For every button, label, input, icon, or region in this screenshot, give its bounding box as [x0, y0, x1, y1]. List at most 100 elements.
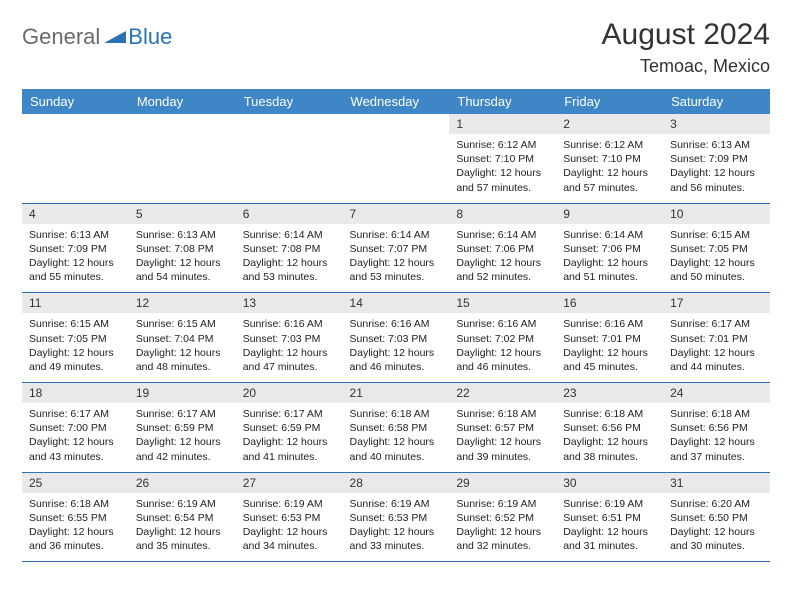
calendar-cell: 22Sunrise: 6:18 AMSunset: 6:57 PMDayligh… — [449, 383, 556, 473]
day-body: Sunrise: 6:14 AMSunset: 7:07 PMDaylight:… — [343, 224, 450, 293]
calendar-week: 4Sunrise: 6:13 AMSunset: 7:09 PMDaylight… — [22, 203, 770, 293]
day-number: 29 — [449, 473, 556, 493]
calendar-cell — [343, 114, 450, 203]
calendar-cell: 15Sunrise: 6:16 AMSunset: 7:02 PMDayligh… — [449, 293, 556, 383]
day-number: 15 — [449, 293, 556, 313]
day-number: 26 — [129, 473, 236, 493]
day-number: 2 — [556, 114, 663, 134]
day-number: 24 — [663, 383, 770, 403]
day-body: Sunrise: 6:16 AMSunset: 7:01 PMDaylight:… — [556, 313, 663, 382]
day-body: Sunrise: 6:18 AMSunset: 6:58 PMDaylight:… — [343, 403, 450, 472]
day-number: 11 — [22, 293, 129, 313]
day-body: Sunrise: 6:13 AMSunset: 7:08 PMDaylight:… — [129, 224, 236, 293]
calendar-cell: 28Sunrise: 6:19 AMSunset: 6:53 PMDayligh… — [343, 472, 450, 562]
day-number: 10 — [663, 204, 770, 224]
day-number: 12 — [129, 293, 236, 313]
day-header: Wednesday — [343, 89, 450, 114]
calendar-cell: 27Sunrise: 6:19 AMSunset: 6:53 PMDayligh… — [236, 472, 343, 562]
calendar-cell: 3Sunrise: 6:13 AMSunset: 7:09 PMDaylight… — [663, 114, 770, 203]
day-header: Thursday — [449, 89, 556, 114]
day-body: Sunrise: 6:19 AMSunset: 6:54 PMDaylight:… — [129, 493, 236, 562]
day-body: Sunrise: 6:12 AMSunset: 7:10 PMDaylight:… — [449, 134, 556, 203]
day-header: Monday — [129, 89, 236, 114]
day-number: 13 — [236, 293, 343, 313]
calendar-week: 1Sunrise: 6:12 AMSunset: 7:10 PMDaylight… — [22, 114, 770, 203]
day-body: Sunrise: 6:20 AMSunset: 6:50 PMDaylight:… — [663, 493, 770, 562]
day-number: 21 — [343, 383, 450, 403]
calendar-cell: 31Sunrise: 6:20 AMSunset: 6:50 PMDayligh… — [663, 472, 770, 562]
day-number: 3 — [663, 114, 770, 134]
day-body: Sunrise: 6:12 AMSunset: 7:10 PMDaylight:… — [556, 134, 663, 203]
calendar-cell: 30Sunrise: 6:19 AMSunset: 6:51 PMDayligh… — [556, 472, 663, 562]
calendar-body: 1Sunrise: 6:12 AMSunset: 7:10 PMDaylight… — [22, 114, 770, 562]
calendar-cell: 24Sunrise: 6:18 AMSunset: 6:56 PMDayligh… — [663, 383, 770, 473]
day-body: Sunrise: 6:15 AMSunset: 7:05 PMDaylight:… — [22, 313, 129, 382]
day-body: Sunrise: 6:13 AMSunset: 7:09 PMDaylight:… — [663, 134, 770, 203]
calendar-cell: 1Sunrise: 6:12 AMSunset: 7:10 PMDaylight… — [449, 114, 556, 203]
day-number: 28 — [343, 473, 450, 493]
calendar-cell: 21Sunrise: 6:18 AMSunset: 6:58 PMDayligh… — [343, 383, 450, 473]
calendar-cell: 19Sunrise: 6:17 AMSunset: 6:59 PMDayligh… — [129, 383, 236, 473]
calendar-cell: 17Sunrise: 6:17 AMSunset: 7:01 PMDayligh… — [663, 293, 770, 383]
day-body: Sunrise: 6:16 AMSunset: 7:03 PMDaylight:… — [343, 313, 450, 382]
day-number: 1 — [449, 114, 556, 134]
calendar-cell: 2Sunrise: 6:12 AMSunset: 7:10 PMDaylight… — [556, 114, 663, 203]
calendar-cell: 25Sunrise: 6:18 AMSunset: 6:55 PMDayligh… — [22, 472, 129, 562]
day-header: Saturday — [663, 89, 770, 114]
day-number: 14 — [343, 293, 450, 313]
calendar-week: 25Sunrise: 6:18 AMSunset: 6:55 PMDayligh… — [22, 472, 770, 562]
logo-text-blue: Blue — [128, 24, 172, 50]
day-number: 22 — [449, 383, 556, 403]
day-body: Sunrise: 6:19 AMSunset: 6:53 PMDaylight:… — [236, 493, 343, 562]
day-body: Sunrise: 6:13 AMSunset: 7:09 PMDaylight:… — [22, 224, 129, 293]
day-body: Sunrise: 6:17 AMSunset: 6:59 PMDaylight:… — [236, 403, 343, 472]
calendar-cell: 10Sunrise: 6:15 AMSunset: 7:05 PMDayligh… — [663, 203, 770, 293]
calendar-cell: 4Sunrise: 6:13 AMSunset: 7:09 PMDaylight… — [22, 203, 129, 293]
day-body: Sunrise: 6:14 AMSunset: 7:06 PMDaylight:… — [449, 224, 556, 293]
calendar-cell: 6Sunrise: 6:14 AMSunset: 7:08 PMDaylight… — [236, 203, 343, 293]
day-body: Sunrise: 6:18 AMSunset: 6:56 PMDaylight:… — [663, 403, 770, 472]
day-number: 6 — [236, 204, 343, 224]
day-number: 19 — [129, 383, 236, 403]
logo-text-general: General — [22, 24, 100, 50]
day-body: Sunrise: 6:19 AMSunset: 6:52 PMDaylight:… — [449, 493, 556, 562]
calendar-cell — [22, 114, 129, 203]
calendar-cell: 7Sunrise: 6:14 AMSunset: 7:07 PMDaylight… — [343, 203, 450, 293]
day-body: Sunrise: 6:19 AMSunset: 6:53 PMDaylight:… — [343, 493, 450, 562]
logo: General Blue — [22, 24, 172, 50]
logo-triangle-icon — [104, 27, 126, 48]
calendar-cell: 11Sunrise: 6:15 AMSunset: 7:05 PMDayligh… — [22, 293, 129, 383]
day-number: 23 — [556, 383, 663, 403]
day-body: Sunrise: 6:18 AMSunset: 6:56 PMDaylight:… — [556, 403, 663, 472]
day-body: Sunrise: 6:18 AMSunset: 6:55 PMDaylight:… — [22, 493, 129, 562]
day-header: Sunday — [22, 89, 129, 114]
calendar-cell: 18Sunrise: 6:17 AMSunset: 7:00 PMDayligh… — [22, 383, 129, 473]
day-body: Sunrise: 6:17 AMSunset: 6:59 PMDaylight:… — [129, 403, 236, 472]
day-body: Sunrise: 6:15 AMSunset: 7:04 PMDaylight:… — [129, 313, 236, 382]
day-body: Sunrise: 6:15 AMSunset: 7:05 PMDaylight:… — [663, 224, 770, 293]
day-number: 27 — [236, 473, 343, 493]
calendar-cell: 29Sunrise: 6:19 AMSunset: 6:52 PMDayligh… — [449, 472, 556, 562]
day-number: 31 — [663, 473, 770, 493]
day-body: Sunrise: 6:16 AMSunset: 7:03 PMDaylight:… — [236, 313, 343, 382]
day-body: Sunrise: 6:19 AMSunset: 6:51 PMDaylight:… — [556, 493, 663, 562]
calendar-cell: 8Sunrise: 6:14 AMSunset: 7:06 PMDaylight… — [449, 203, 556, 293]
day-number: 16 — [556, 293, 663, 313]
day-number: 18 — [22, 383, 129, 403]
calendar-cell: 16Sunrise: 6:16 AMSunset: 7:01 PMDayligh… — [556, 293, 663, 383]
day-number: 9 — [556, 204, 663, 224]
calendar-table: SundayMondayTuesdayWednesdayThursdayFrid… — [22, 89, 770, 562]
calendar-cell: 26Sunrise: 6:19 AMSunset: 6:54 PMDayligh… — [129, 472, 236, 562]
calendar-cell — [236, 114, 343, 203]
day-body: Sunrise: 6:18 AMSunset: 6:57 PMDaylight:… — [449, 403, 556, 472]
calendar-cell: 13Sunrise: 6:16 AMSunset: 7:03 PMDayligh… — [236, 293, 343, 383]
day-number: 30 — [556, 473, 663, 493]
day-number: 17 — [663, 293, 770, 313]
calendar-week: 11Sunrise: 6:15 AMSunset: 7:05 PMDayligh… — [22, 293, 770, 383]
calendar-cell: 5Sunrise: 6:13 AMSunset: 7:08 PMDaylight… — [129, 203, 236, 293]
calendar-cell: 23Sunrise: 6:18 AMSunset: 6:56 PMDayligh… — [556, 383, 663, 473]
day-number: 5 — [129, 204, 236, 224]
day-body: Sunrise: 6:14 AMSunset: 7:08 PMDaylight:… — [236, 224, 343, 293]
day-header: Tuesday — [236, 89, 343, 114]
day-header: Friday — [556, 89, 663, 114]
